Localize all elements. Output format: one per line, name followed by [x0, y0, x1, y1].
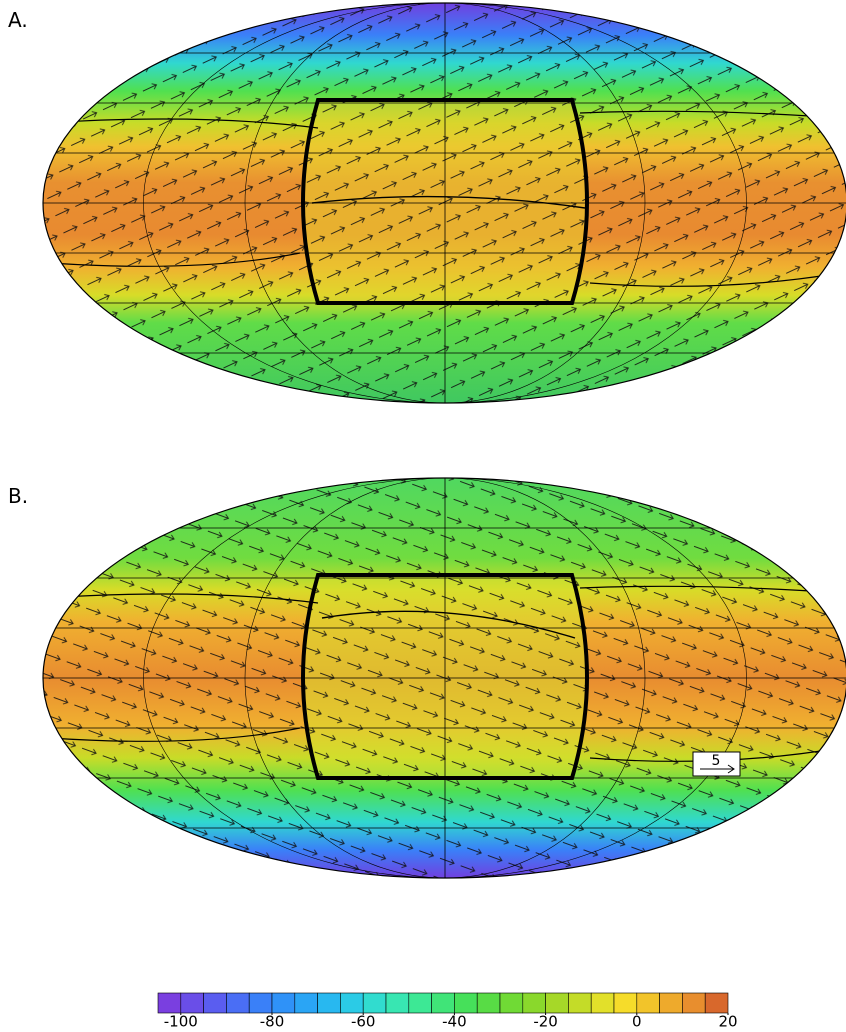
colorbar-box — [318, 993, 341, 1013]
page: { "panels": [ {"label": "A."}, {"label":… — [0, 0, 846, 1032]
colorbar-tick-label: 0 — [632, 1013, 642, 1031]
colorbar-box — [660, 993, 683, 1013]
colorbar-tick-label: -100 — [164, 1013, 198, 1031]
colorbar-box — [204, 993, 227, 1013]
panel-label: B. — [8, 484, 28, 508]
colorbar-box — [386, 993, 409, 1013]
colorbar-box — [682, 993, 705, 1013]
colorbar-box — [614, 993, 637, 1013]
colorbar-box — [158, 993, 181, 1013]
map-body — [43, 478, 846, 878]
colorbar-tick-label: -60 — [351, 1013, 376, 1031]
colorbar-box — [637, 993, 660, 1013]
colorbar-tick-label: -20 — [533, 1013, 558, 1031]
colorbar-box — [340, 993, 363, 1013]
colorbar-box — [409, 993, 432, 1013]
colorbar-tick-label: 20 — [718, 1013, 737, 1031]
colorbar-box — [500, 993, 523, 1013]
map-body — [43, 3, 846, 403]
panel-label: A. — [8, 8, 28, 32]
colorbar-box — [591, 993, 614, 1013]
colorbar-box — [272, 993, 295, 1013]
colorbar-tick-label: -40 — [442, 1013, 467, 1031]
colorbar-box — [226, 993, 249, 1013]
colorbar-box — [295, 993, 318, 1013]
colorbar-box — [432, 993, 455, 1013]
maps — [43, 3, 846, 878]
colorbar: -100 -80 -60 -40 -20 0 20 — [158, 993, 738, 1031]
colorbar-box — [454, 993, 477, 1013]
map-panel — [43, 3, 846, 403]
figure: A. B. 5 -100 -80 -60 -40 -20 0 20 — [0, 0, 846, 1032]
colorbar-box — [523, 993, 546, 1013]
colorbar-box — [249, 993, 272, 1013]
map-panel — [43, 478, 846, 878]
colorbar-box — [477, 993, 500, 1013]
colorbar-box — [546, 993, 569, 1013]
colorbar-tick-label: -80 — [260, 1013, 285, 1031]
colorbar-box — [705, 993, 728, 1013]
colorbar-box — [568, 993, 591, 1013]
reference-vector: 5 — [693, 752, 740, 776]
reference-label: 5 — [712, 753, 721, 769]
colorbar-box — [181, 993, 204, 1013]
colorbar-box — [363, 993, 386, 1013]
